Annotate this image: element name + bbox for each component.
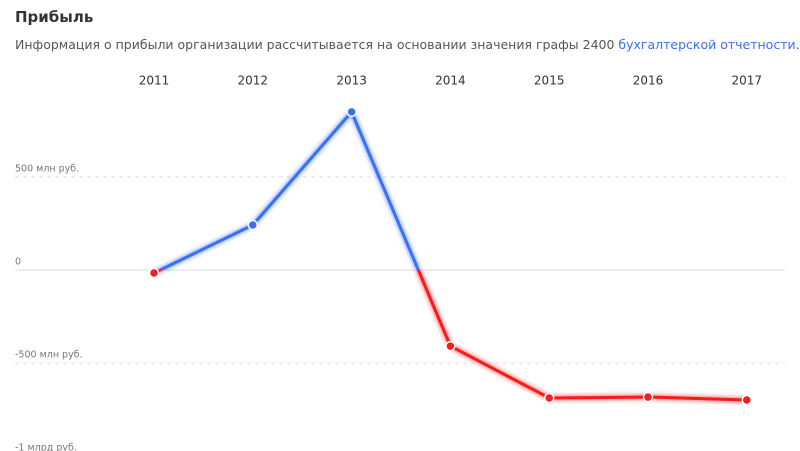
point <box>247 219 259 231</box>
subtitle-text: Информация о прибыли организации рассчит… <box>15 37 619 52</box>
line <box>153 110 747 402</box>
x-tick-label: 2016 <box>633 74 664 88</box>
x-tick-label: 2013 <box>336 74 367 88</box>
point <box>741 394 753 406</box>
x-tick-label: 2017 <box>732 74 763 88</box>
x-tick-label: 2015 <box>534 74 565 88</box>
point <box>543 392 555 404</box>
y-tick-label: 0 <box>15 257 21 268</box>
y-tick-label: 500 млн руб. <box>15 164 79 175</box>
x-tick-label: 2014 <box>435 74 466 88</box>
x-tick-label: 2012 <box>238 74 269 88</box>
subtitle-end: . <box>795 37 800 52</box>
point <box>148 267 160 279</box>
chart-title: Прибыль <box>15 8 94 26</box>
point <box>346 106 357 118</box>
y-tick-label: -500 млн руб. <box>15 350 83 361</box>
x-tick-label: 2011 <box>139 74 170 88</box>
y-tick-label: -1 млрд руб. <box>15 443 77 451</box>
point <box>445 340 456 352</box>
subtitle-link[interactable]: бухгалтерской отчетности <box>618 37 796 52</box>
subtitle: Информация о прибыли организации рассчит… <box>15 37 800 52</box>
point <box>642 391 654 403</box>
